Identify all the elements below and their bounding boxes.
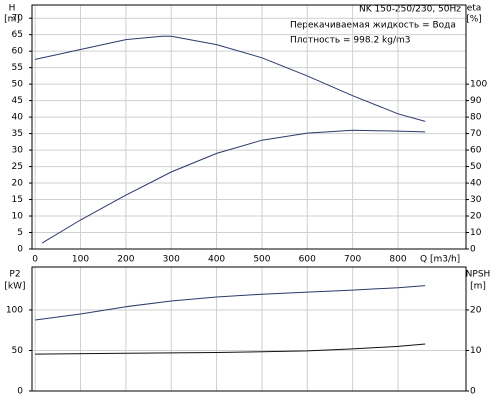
x-tick-label: 100 [72, 255, 89, 265]
y2-tick-label: 80 [470, 113, 482, 123]
y-tick-label: 5 [17, 228, 23, 238]
x-tick-label: 400 [208, 255, 225, 265]
annotation: Перекачиваемая жидкость = Вода [290, 21, 456, 31]
y2-tick-label: 10 [470, 228, 482, 238]
x-tick-label: 300 [163, 255, 180, 265]
y2-tick-label: 50 [470, 162, 482, 172]
y-tick-label: 0 [17, 245, 23, 255]
y2-unit: [m] [470, 282, 486, 292]
annotation: Плотность = 998.2 kg/m3 [290, 36, 411, 46]
y-tick-label: 0 [17, 387, 23, 397]
y-tick-label: 25 [12, 162, 23, 172]
y-label: P2 [9, 270, 20, 280]
y-tick-label: 45 [12, 96, 23, 106]
x-tick-label: 500 [253, 255, 270, 265]
curve [35, 285, 426, 321]
y-tick-label: 35 [12, 129, 23, 139]
y-tick-label: 65 [12, 30, 23, 40]
y2-unit: [%] [466, 15, 482, 25]
x-tick-label: 600 [299, 255, 316, 265]
y2-tick-label: 0 [470, 387, 476, 397]
y2-tick-label: 0 [470, 245, 476, 255]
plot-frame [31, 4, 467, 250]
y-tick-label: 100 [6, 305, 23, 315]
y2-tick-label: 20 [470, 212, 482, 222]
y-tick-label: 30 [12, 146, 24, 156]
chart-title: NK 150-250/230, 50Hz [359, 5, 461, 15]
y2-label: eta [467, 4, 482, 14]
y2-tick-label: 20 [470, 305, 482, 315]
x-tick-label: 800 [389, 255, 406, 265]
y2-label: NPSH [466, 270, 491, 280]
y-tick-label: 50 [12, 80, 24, 90]
y-tick-label: 40 [12, 113, 24, 123]
x-tick-label: 0 [32, 255, 38, 265]
y2-tick-label: 30 [470, 195, 482, 205]
y2-tick-label: 100 [470, 80, 487, 90]
y2-tick-label: 60 [470, 146, 482, 156]
y-tick-label: 10 [12, 212, 24, 222]
y2-tick-label: 40 [470, 179, 482, 189]
y-tick-label: 20 [12, 179, 24, 189]
y-tick-label: 55 [12, 63, 23, 73]
y-tick-label: 50 [12, 346, 24, 356]
y2-tick-label: 70 [470, 129, 482, 139]
y-unit: [m] [4, 15, 20, 25]
y2-tick-label: 90 [470, 96, 482, 106]
plot-frame [31, 266, 467, 392]
y2-tick-label: 10 [470, 346, 482, 356]
x-tick-label: 200 [117, 255, 134, 265]
curve [35, 35, 426, 122]
x-tick-label: 700 [344, 255, 361, 265]
curve [35, 343, 426, 355]
x-label: Q [m3/h] [420, 255, 460, 265]
y-label: H [9, 4, 16, 14]
y-unit: [kW] [4, 282, 25, 292]
curve [41, 129, 426, 244]
y-tick-label: 60 [12, 47, 24, 57]
y-tick-label: 15 [12, 195, 23, 205]
y-tick-label: 70 [12, 14, 24, 24]
